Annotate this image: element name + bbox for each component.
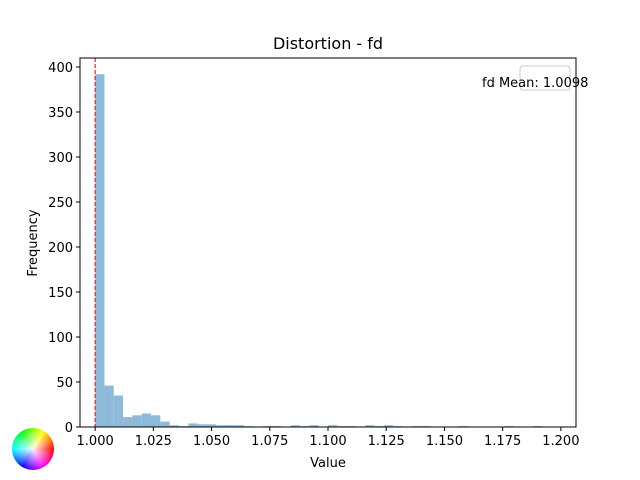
- histogram-bar: [309, 425, 319, 427]
- histogram-bar: [383, 425, 394, 427]
- x-tick-label: 1.025: [135, 434, 172, 449]
- x-ticks-group: 1.000 1.025 1.050 1.075 1.100 1.125 1.150 1.175…: [77, 427, 579, 449]
- histogram-bar: [365, 425, 375, 427]
- y-tick-label: 400: [48, 61, 73, 76]
- histogram-bar: [290, 425, 301, 427]
- histogram-bar: [151, 415, 161, 427]
- histogram-bar: [206, 424, 217, 427]
- y-tick-label: 150: [48, 286, 73, 301]
- histogram-bar: [197, 424, 207, 427]
- y-tick-label: 200: [48, 241, 73, 256]
- plot-frame: [79, 57, 577, 428]
- x-tick-label: 1.125: [368, 434, 405, 449]
- y-ticks-group: 0 50 100 150 200 250 300 350 400: [48, 61, 80, 436]
- y-tick-label: 300: [48, 151, 73, 166]
- bars-group: [95, 74, 543, 427]
- histogram-bar: [113, 395, 124, 427]
- histogram-bar: [328, 425, 338, 427]
- legend-box: [519, 65, 571, 91]
- histogram-bar: [104, 385, 114, 427]
- x-tick-label: 1.200: [542, 434, 579, 449]
- y-tick-label: 0: [65, 421, 73, 436]
- histogram-bar: [169, 425, 179, 427]
- y-tick-label: 250: [48, 196, 73, 211]
- y-axis-title: Frequency: [26, 209, 41, 276]
- histogram-bar: [216, 425, 226, 427]
- x-tick-label: 1.000: [77, 434, 114, 449]
- histogram-bar: [95, 74, 105, 427]
- x-tick-label: 1.150: [426, 434, 463, 449]
- histogram-bar: [141, 413, 152, 427]
- histogram-bar: [225, 425, 235, 427]
- legend: fd Mean: 1.0098: [482, 65, 588, 91]
- histogram-bar: [188, 423, 198, 427]
- x-tick-label: 1.050: [193, 434, 230, 449]
- y-tick-label: 50: [56, 376, 73, 391]
- histogram-bar: [234, 425, 245, 427]
- histogram-bar: [123, 417, 133, 427]
- x-axis-title: Value: [310, 456, 346, 471]
- x-tick-label: 1.075: [251, 434, 288, 449]
- x-tick-label: 1.175: [484, 434, 521, 449]
- color-wheel-icon: [12, 428, 54, 470]
- histogram-bar: [132, 415, 142, 427]
- histogram-bar: [160, 421, 170, 427]
- legend-label: fd Mean: 1.0098: [482, 76, 588, 91]
- chart-title: Distortion - fd: [273, 34, 383, 53]
- y-tick-label: 100: [48, 331, 73, 346]
- x-tick-label: 1.100: [309, 434, 346, 449]
- y-tick-label: 350: [48, 106, 73, 121]
